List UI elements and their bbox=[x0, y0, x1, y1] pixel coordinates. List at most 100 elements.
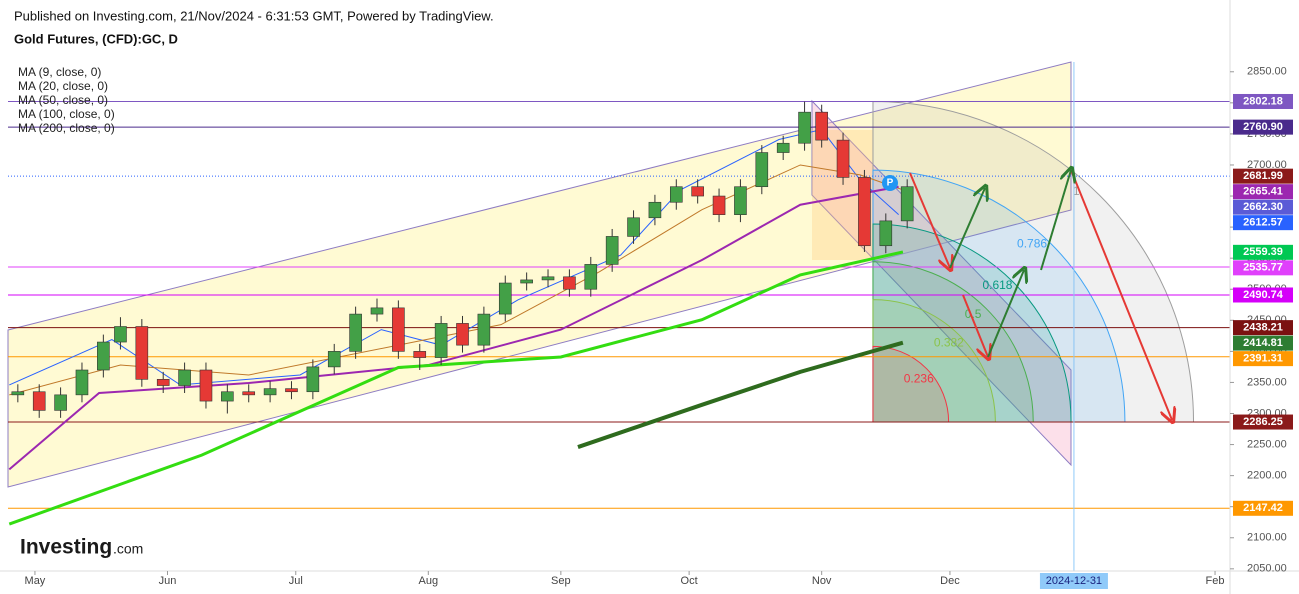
badge bbox=[882, 175, 898, 191]
legend-entry: MA (200, close, 0) bbox=[18, 121, 115, 135]
candle-body bbox=[456, 323, 469, 346]
candle-body bbox=[32, 391, 46, 411]
x-tick-label: Jun bbox=[159, 575, 177, 587]
price-box bbox=[1233, 320, 1293, 336]
candle-body bbox=[776, 142, 790, 153]
arrows bbox=[909, 169, 1172, 420]
fib-label: 0.236 bbox=[904, 372, 934, 386]
candle-body bbox=[734, 186, 747, 215]
candle-body bbox=[477, 313, 491, 346]
x-tick-label: Aug bbox=[419, 575, 439, 587]
legend-entry: MA (9, close, 0) bbox=[18, 65, 101, 79]
candle-body bbox=[221, 391, 234, 402]
legend-entry: MA (50, close, 0) bbox=[18, 93, 108, 107]
price-label: 2438.21 bbox=[1243, 322, 1283, 334]
candle-body bbox=[755, 152, 769, 188]
y-tick-label: 2350.00 bbox=[1247, 376, 1287, 388]
y-tick-label: 2850.00 bbox=[1247, 66, 1287, 78]
candle-body bbox=[327, 351, 341, 368]
y-tick-label: 2100.00 bbox=[1247, 532, 1287, 544]
price-label: 2681.99 bbox=[1243, 170, 1283, 182]
price-label: 2612.57 bbox=[1243, 217, 1283, 229]
arrow bbox=[987, 270, 1024, 358]
price-box bbox=[1233, 93, 1293, 109]
legend: MA (9, close, 0)MA (20, close, 0)MA (50,… bbox=[18, 65, 115, 135]
fib-arc bbox=[872, 261, 1034, 423]
candle-body bbox=[627, 217, 640, 237]
price-label: 2147.42 bbox=[1243, 502, 1283, 514]
x-tick-label: Sep bbox=[551, 575, 571, 587]
candle-body bbox=[520, 279, 533, 284]
candle-body bbox=[669, 186, 683, 203]
price-box bbox=[1233, 119, 1293, 135]
candle-body bbox=[285, 388, 298, 393]
x-tick-label: Jul bbox=[289, 575, 303, 587]
x-tick-label: Feb bbox=[1206, 575, 1225, 587]
date-label: 2024-12-31 bbox=[1046, 575, 1102, 587]
price-box bbox=[1233, 414, 1293, 430]
candle-body bbox=[858, 177, 871, 247]
x-tick-label: Dec bbox=[940, 575, 960, 587]
header: Published on Investing.com, 21/Nov/2024 … bbox=[14, 8, 494, 23]
price-label: 2391.31 bbox=[1243, 353, 1283, 365]
y-tick-label: 2700.00 bbox=[1247, 159, 1287, 171]
candle-body bbox=[648, 201, 662, 219]
price-label: 2665.41 bbox=[1243, 186, 1283, 198]
x-tick-label: May bbox=[25, 575, 46, 587]
chart-title: Gold Futures, (CFD):GC, D bbox=[14, 31, 178, 46]
fib-label: 0.786 bbox=[1017, 237, 1047, 251]
candle-body bbox=[413, 351, 427, 358]
price-label: 2662.30 bbox=[1243, 201, 1283, 213]
price-box bbox=[1233, 184, 1293, 200]
badge-text: P bbox=[887, 178, 894, 189]
price-label: 2535.77 bbox=[1243, 262, 1283, 274]
candle-body bbox=[584, 264, 598, 290]
candle-body bbox=[199, 369, 213, 402]
fib-arc bbox=[872, 299, 996, 423]
arrow bbox=[909, 172, 950, 268]
down-channel bbox=[811, 99, 1072, 467]
y-tick-label: 2250.00 bbox=[1247, 438, 1287, 450]
legend-entry: MA (100, close, 0) bbox=[18, 107, 115, 121]
y-tick-label: 2050.00 bbox=[1247, 563, 1287, 575]
candle-body bbox=[178, 369, 191, 386]
arrow bbox=[962, 294, 988, 357]
price-labels: 2802.18 2760.90 2681.99 2665.41 2662.30 2612.… bbox=[1233, 93, 1293, 516]
price-label: 2490.74 bbox=[1243, 289, 1284, 301]
candle-body bbox=[114, 326, 127, 343]
candle-body bbox=[900, 186, 914, 222]
price-box bbox=[1233, 335, 1293, 351]
candle-body bbox=[712, 195, 726, 215]
ma-line bbox=[8, 185, 899, 471]
price-box bbox=[1233, 260, 1293, 276]
candle-body bbox=[156, 379, 170, 386]
candle-body bbox=[836, 139, 850, 178]
x-tick-label: Nov bbox=[812, 575, 832, 587]
candle-body bbox=[815, 111, 828, 141]
moving-averages bbox=[8, 128, 904, 526]
candle-body bbox=[498, 282, 512, 315]
price-box bbox=[1233, 244, 1293, 260]
candle-body bbox=[97, 341, 110, 371]
price-label: 2802.18 bbox=[1243, 95, 1283, 107]
price-label: 2559.39 bbox=[1243, 246, 1283, 258]
date-box bbox=[1039, 573, 1108, 589]
price-box bbox=[1233, 500, 1293, 516]
fib-label: 0.382 bbox=[934, 336, 964, 350]
candle-body bbox=[306, 366, 320, 393]
legend-entry: MA (20, close, 0) bbox=[18, 79, 108, 93]
candle-body bbox=[541, 276, 555, 281]
y-tick-label: 2200.00 bbox=[1247, 470, 1287, 482]
candle-body bbox=[605, 236, 619, 265]
price-label: 2414.81 bbox=[1243, 337, 1283, 349]
price-box bbox=[1233, 215, 1293, 231]
candle-body bbox=[242, 391, 256, 396]
candle-body bbox=[691, 186, 704, 197]
candle-body bbox=[75, 369, 89, 396]
levels bbox=[8, 62, 1230, 571]
arrow bbox=[1070, 169, 1172, 420]
candle-body bbox=[434, 323, 448, 358]
